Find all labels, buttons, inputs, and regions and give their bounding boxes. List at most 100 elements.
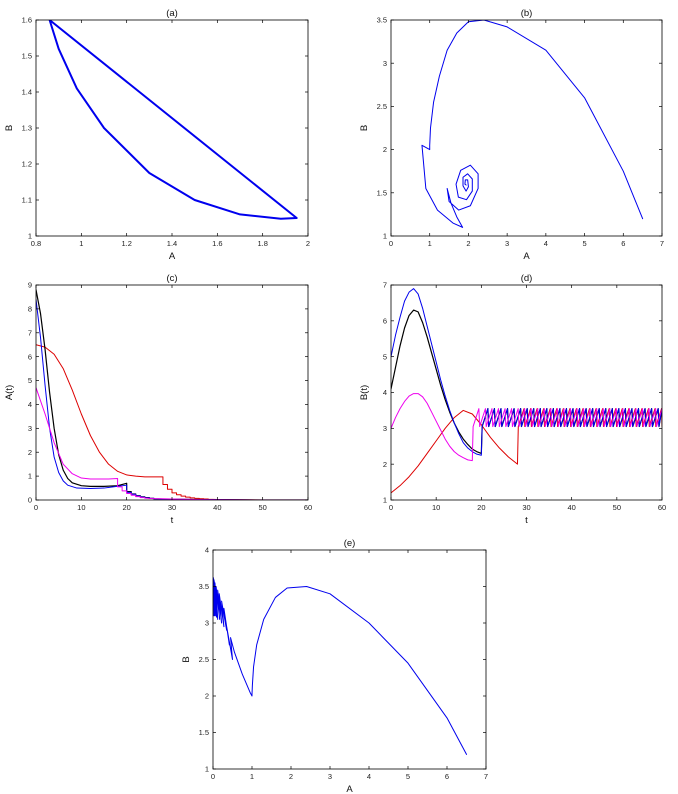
x-tick-label: 50 — [258, 503, 266, 512]
y-tick-label: 1 — [28, 472, 32, 481]
y-tick-label: 1.6 — [22, 16, 32, 25]
chart-b: 0 1 2 3 4 5 6 711.522.533.5(b)AB — [359, 8, 664, 262]
series-line-1 — [421, 20, 644, 228]
x-tick-label: 60 — [304, 503, 312, 512]
plot-area — [213, 577, 467, 755]
y-tick-label: 2 — [205, 692, 209, 701]
plot-area — [48, 20, 298, 220]
x-tick-label: 1.8 — [257, 239, 267, 248]
y-tick-label: 2 — [28, 448, 32, 457]
chart-d: 0 10 20 30 40 50 60 1 2 3 4 5 6 7 (d) t B(t) — [359, 273, 666, 526]
x-tick-label: 1 — [250, 772, 254, 781]
y-tick-label: 7 — [383, 281, 387, 290]
y-tick-label: 6 — [383, 316, 387, 325]
x-tick-label: 6 — [445, 772, 449, 781]
x-tick-label: 5 — [582, 239, 586, 248]
series-line-1 — [213, 577, 467, 755]
y-tick-label: 3.5 — [377, 16, 387, 25]
x-tick-label: 0 — [211, 772, 215, 781]
series-line-4 — [391, 393, 662, 462]
x-tick-label: 4 — [544, 239, 548, 248]
y-tick-label: 4 — [28, 400, 32, 409]
x-axis-label: A — [523, 251, 530, 262]
y-tick-label: 3.5 — [199, 582, 209, 591]
plot-frame — [390, 284, 663, 501]
x-tick-label: 2 — [289, 772, 293, 781]
plot-frame — [35, 19, 309, 237]
y-tick-label: 2.5 — [377, 102, 387, 111]
chart-title: (d) — [521, 273, 533, 284]
plot-frame — [390, 19, 663, 237]
series-line-3 — [36, 298, 308, 500]
x-tick-label: 7 — [660, 239, 664, 248]
chart-a: 0.8 1 1.2 1.4 1.6 1.8 211.11.21.31.41.51.6(a)A… — [4, 8, 310, 262]
chart-title: (a) — [166, 8, 178, 19]
x-tick-label: 0 — [34, 503, 38, 512]
x-tick-label: 2 — [466, 239, 470, 248]
chart-title: (b) — [521, 8, 533, 19]
x-tick-label: 0 — [389, 503, 393, 512]
y-tick-label: 6 — [28, 352, 32, 361]
series-line-1 — [391, 408, 662, 494]
plot-area — [36, 289, 308, 500]
y-tick-label: 3 — [205, 619, 209, 628]
y-tick-label: 1.5 — [199, 728, 209, 737]
chart-title: (c) — [166, 273, 177, 284]
y-tick-label: 3 — [28, 424, 32, 433]
y-tick-label: 1.2 — [22, 160, 32, 169]
x-tick-label: 1.4 — [167, 239, 177, 248]
x-tick-label: 3 — [328, 772, 332, 781]
y-tick-label: 1.4 — [22, 88, 32, 97]
y-tick-label: 5 — [383, 352, 387, 361]
y-tick-label: 3 — [383, 59, 387, 68]
x-tick-label: 7 — [484, 772, 488, 781]
y-tick-label: 3 — [383, 424, 387, 433]
x-tick-label: 40 — [213, 503, 221, 512]
y-tick-label: 1 — [383, 232, 387, 241]
series-line-1 — [36, 344, 308, 500]
y-axis-label: A(t) — [4, 385, 15, 400]
y-tick-label: 1 — [28, 232, 32, 241]
y-tick-label: 7 — [28, 328, 32, 337]
x-tick-label: 2 — [306, 239, 310, 248]
plot-area — [421, 20, 644, 228]
x-axis-label: A — [169, 251, 176, 262]
x-tick-label: 5 — [406, 772, 410, 781]
y-tick-label: 1.1 — [22, 196, 32, 205]
x-tick-label: 1.2 — [121, 239, 131, 248]
x-tick-label: 10 — [77, 503, 85, 512]
series-line-4 — [36, 387, 308, 500]
x-tick-label: 1 — [428, 239, 432, 248]
plot-area — [391, 288, 662, 494]
y-tick-label: 2 — [383, 460, 387, 469]
y-tick-label: 1 — [383, 496, 387, 505]
y-tick-label: 1.5 — [377, 188, 387, 197]
x-tick-label: 1.6 — [212, 239, 222, 248]
y-tick-label: 2 — [383, 145, 387, 154]
x-tick-label: 0 — [389, 239, 393, 248]
x-tick-label: 10 — [432, 503, 440, 512]
x-tick-label: 50 — [613, 503, 621, 512]
x-tick-label: 4 — [367, 772, 371, 781]
y-tick-label: 9 — [28, 281, 32, 290]
x-tick-label: 6 — [621, 239, 625, 248]
y-tick-label: 4 — [205, 546, 209, 555]
x-tick-label: 1 — [79, 239, 83, 248]
chart-title: (e) — [344, 538, 356, 549]
x-tick-label: 30 — [168, 503, 176, 512]
chart-c: 0 10 20 30 40 50 60 0 1 2 3 4 5 6 7 8 9 (c) t A(t) — [4, 273, 312, 526]
plot-frame — [35, 284, 309, 501]
x-tick-label: 20 — [122, 503, 130, 512]
chart-e: 0 1 2 3 4 5 6 711.522.533.54(e)AB — [181, 538, 488, 794]
y-tick-label: 2.5 — [199, 655, 209, 664]
x-tick-label: 20 — [477, 503, 485, 512]
x-axis-label: t — [171, 515, 174, 526]
y-axis-label: B — [4, 125, 15, 131]
y-axis-label: B — [181, 656, 192, 662]
x-tick-label: 3 — [505, 239, 509, 248]
x-tick-label: 40 — [567, 503, 575, 512]
y-tick-label: 4 — [383, 388, 387, 397]
x-axis-label: t — [525, 515, 528, 526]
series-line-1 — [48, 20, 298, 220]
